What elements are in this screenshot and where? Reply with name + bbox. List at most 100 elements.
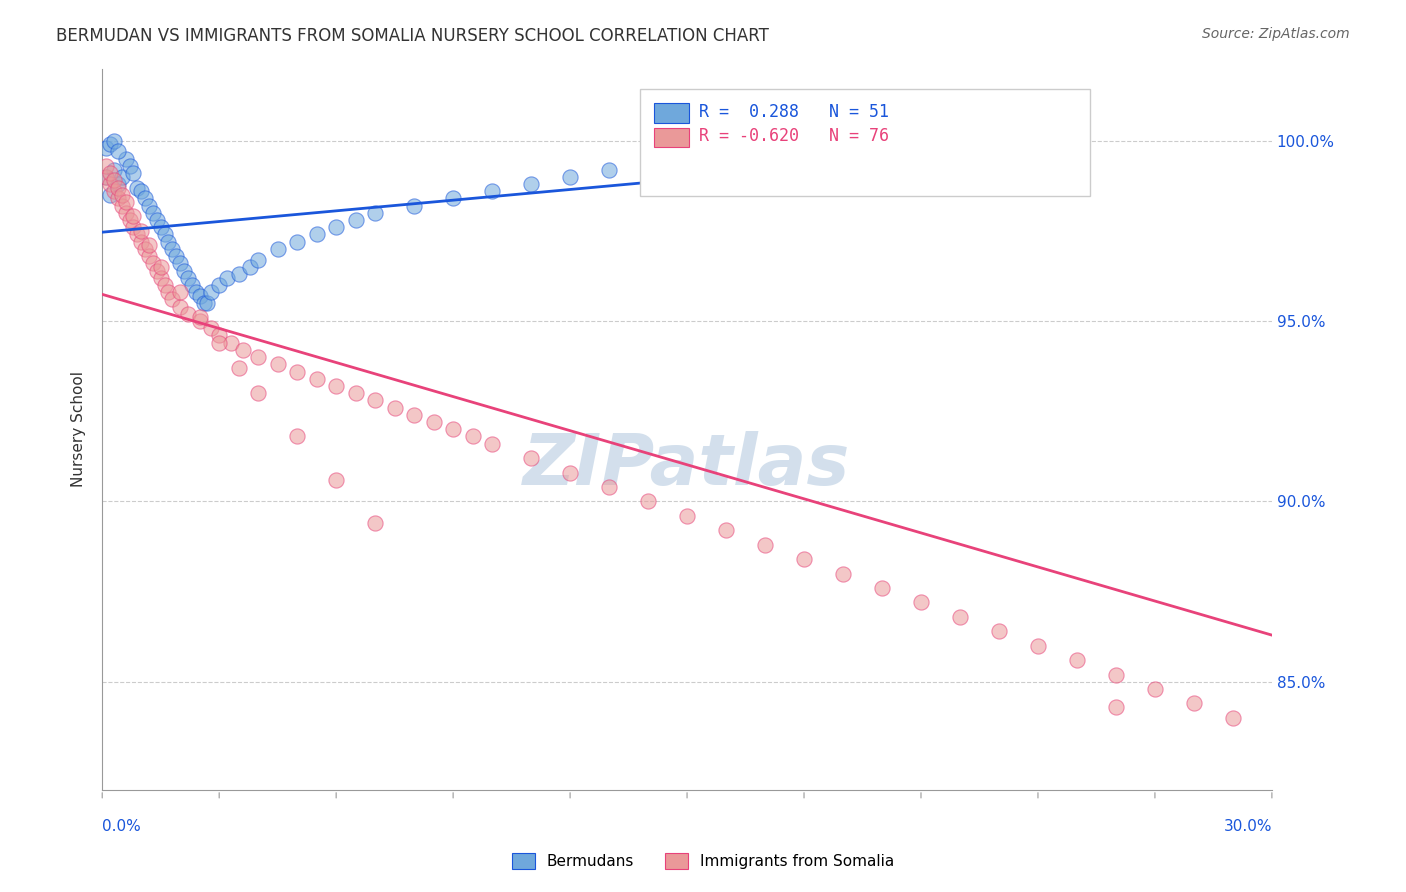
Immigrants from Somalia (188, 314, 211, 328)
Immigrants from Somalia (107, 180, 129, 194)
Immigrants from Somalia (285, 364, 308, 378)
Immigrants from Somalia (988, 624, 1011, 639)
Immigrants from Somalia (219, 335, 242, 350)
Immigrants from Somalia (114, 194, 136, 209)
Immigrants from Somalia (157, 285, 180, 300)
Immigrants from Somalia (441, 422, 464, 436)
Immigrants from Somalia (461, 429, 484, 443)
Bermudans (637, 155, 659, 169)
Immigrants from Somalia (142, 256, 165, 270)
Legend: Bermudans, Immigrants from Somalia: Bermudans, Immigrants from Somalia (506, 847, 900, 875)
Immigrants from Somalia (111, 198, 134, 212)
Immigrants from Somalia (305, 372, 328, 386)
Immigrants from Somalia (169, 300, 191, 314)
Immigrants from Somalia (793, 552, 815, 566)
Immigrants from Somalia (188, 310, 211, 325)
Immigrants from Somalia (364, 516, 387, 530)
Bermudans (153, 227, 176, 242)
Bermudans (364, 206, 387, 220)
Bermudans (165, 249, 187, 263)
Immigrants from Somalia (1105, 667, 1128, 681)
Immigrants from Somalia (481, 436, 503, 450)
Immigrants from Somalia (520, 451, 543, 466)
Bermudans (520, 177, 543, 191)
Text: R =  0.288   N = 51: R = 0.288 N = 51 (699, 103, 889, 121)
Immigrants from Somalia (94, 159, 117, 173)
Immigrants from Somalia (129, 235, 152, 249)
Bermudans (676, 148, 699, 162)
Bermudans (142, 206, 165, 220)
Bermudans (305, 227, 328, 242)
Bermudans (146, 213, 169, 227)
Bermudans (228, 267, 250, 281)
Bermudans (481, 184, 503, 198)
Bermudans (193, 296, 215, 310)
Immigrants from Somalia (344, 386, 367, 401)
Bermudans (208, 277, 231, 292)
Bermudans (266, 242, 288, 256)
Immigrants from Somalia (149, 270, 172, 285)
Immigrants from Somalia (122, 220, 145, 235)
Immigrants from Somalia (98, 177, 121, 191)
Immigrants from Somalia (228, 360, 250, 375)
Immigrants from Somalia (247, 386, 270, 401)
Bermudans (103, 162, 125, 177)
Immigrants from Somalia (94, 169, 117, 184)
Immigrants from Somalia (138, 249, 160, 263)
Bermudans (325, 220, 347, 235)
Immigrants from Somalia (232, 343, 254, 357)
Immigrants from Somalia (162, 293, 184, 307)
Immigrants from Somalia (134, 242, 156, 256)
Immigrants from Somalia (1026, 639, 1049, 653)
Immigrants from Somalia (177, 307, 200, 321)
Immigrants from Somalia (598, 480, 620, 494)
Immigrants from Somalia (1222, 711, 1244, 725)
Bermudans (197, 296, 219, 310)
Immigrants from Somalia (98, 166, 121, 180)
Immigrants from Somalia (127, 227, 149, 242)
Bermudans (107, 145, 129, 159)
Immigrants from Somalia (247, 350, 270, 364)
Immigrants from Somalia (169, 285, 191, 300)
Bermudans (107, 177, 129, 191)
Immigrants from Somalia (103, 173, 125, 187)
Immigrants from Somalia (637, 494, 659, 508)
Immigrants from Somalia (870, 581, 893, 595)
Immigrants from Somalia (832, 566, 855, 581)
Immigrants from Somalia (325, 473, 347, 487)
Bermudans (247, 252, 270, 267)
Bermudans (200, 285, 222, 300)
Bermudans (94, 141, 117, 155)
Text: ZIPatlas: ZIPatlas (523, 431, 851, 500)
Immigrants from Somalia (122, 210, 145, 224)
Text: R = -0.620   N = 76: R = -0.620 N = 76 (699, 128, 889, 145)
Immigrants from Somalia (325, 379, 347, 393)
Immigrants from Somalia (118, 213, 141, 227)
Bermudans (134, 191, 156, 205)
Bermudans (598, 162, 620, 177)
Bermudans (404, 198, 426, 212)
Immigrants from Somalia (558, 466, 581, 480)
Immigrants from Somalia (149, 260, 172, 274)
Immigrants from Somalia (1182, 697, 1205, 711)
Bermudans (215, 270, 238, 285)
Bermudans (558, 169, 581, 184)
Immigrants from Somalia (422, 415, 444, 429)
Bermudans (127, 180, 149, 194)
Bermudans (344, 213, 367, 227)
Immigrants from Somalia (910, 595, 932, 609)
Immigrants from Somalia (103, 184, 125, 198)
Immigrants from Somalia (1066, 653, 1088, 667)
Text: 30.0%: 30.0% (1223, 819, 1272, 834)
Immigrants from Somalia (364, 393, 387, 408)
Bermudans (114, 152, 136, 166)
Bermudans (103, 134, 125, 148)
Text: 0.0%: 0.0% (103, 819, 141, 834)
Bermudans (138, 198, 160, 212)
Immigrants from Somalia (266, 357, 288, 371)
Immigrants from Somalia (208, 328, 231, 343)
Immigrants from Somalia (285, 429, 308, 443)
Bermudans (122, 166, 145, 180)
Text: Source: ZipAtlas.com: Source: ZipAtlas.com (1202, 27, 1350, 41)
Bermudans (98, 137, 121, 152)
